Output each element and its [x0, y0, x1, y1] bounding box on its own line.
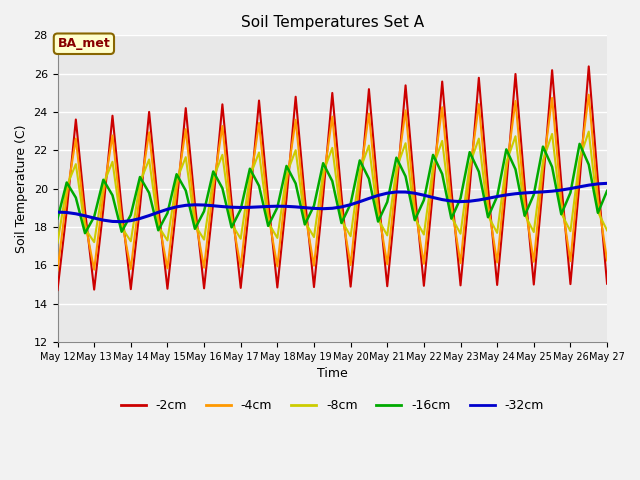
Title: Soil Temperatures Set A: Soil Temperatures Set A: [241, 15, 424, 30]
Legend: -2cm, -4cm, -8cm, -16cm, -32cm: -2cm, -4cm, -8cm, -16cm, -32cm: [116, 394, 549, 417]
Y-axis label: Soil Temperature (C): Soil Temperature (C): [15, 124, 28, 253]
X-axis label: Time: Time: [317, 367, 348, 380]
Text: BA_met: BA_met: [58, 37, 110, 50]
